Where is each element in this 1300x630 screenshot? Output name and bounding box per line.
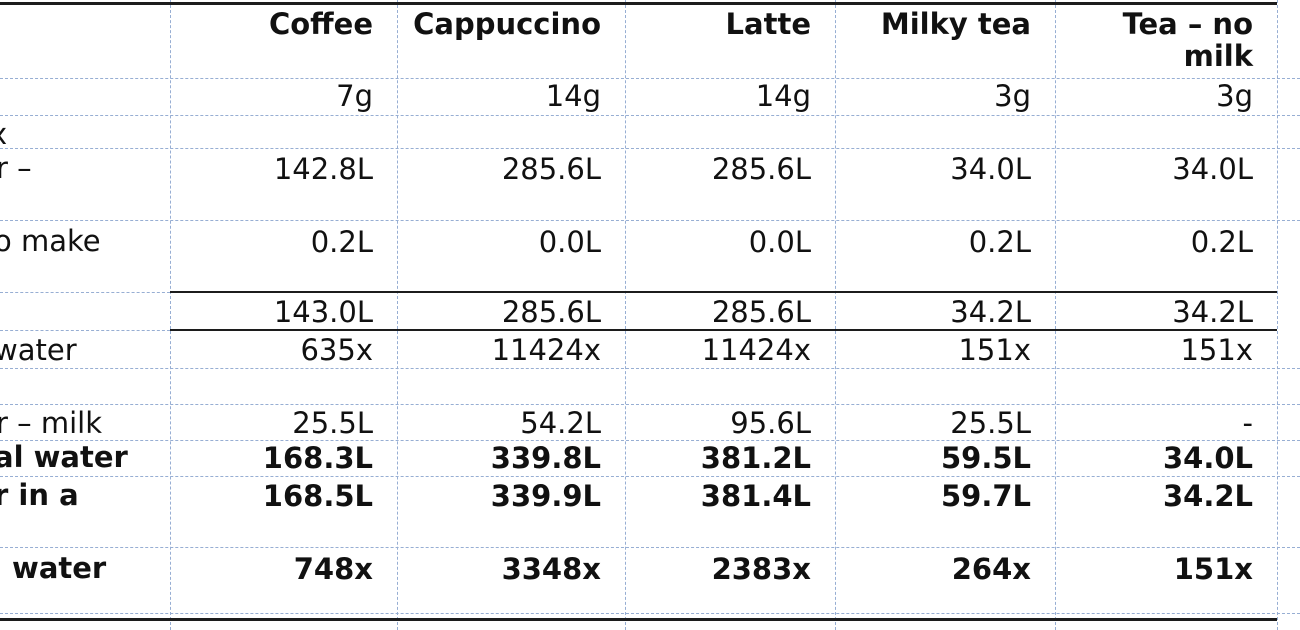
column-header-milky-tea[interactable]: Milky tea bbox=[880, 7, 1031, 41]
cell[interactable]: 54.2L bbox=[520, 406, 601, 440]
table-bottom-border bbox=[0, 618, 1277, 621]
gridline-horizontal bbox=[0, 148, 1300, 149]
row-label[interactable]: r in a bbox=[0, 478, 79, 512]
row-label[interactable]: l water bbox=[0, 551, 107, 585]
row-label[interactable]: al water bbox=[0, 440, 128, 474]
cell[interactable]: 339.8L bbox=[490, 441, 601, 475]
total-row-border-top bbox=[170, 291, 1277, 293]
cell[interactable]: 25.5L bbox=[292, 406, 373, 440]
cell[interactable]: 34.2L bbox=[950, 295, 1031, 329]
gridline-horizontal bbox=[0, 476, 1300, 477]
cell[interactable]: 34.0L bbox=[950, 152, 1031, 186]
gridline-vertical bbox=[397, 0, 398, 630]
cell[interactable]: 381.2L bbox=[700, 441, 811, 475]
gridline-horizontal bbox=[0, 292, 170, 293]
cell[interactable]: 25.5L bbox=[950, 406, 1031, 440]
row-label[interactable]: r – bbox=[0, 151, 32, 185]
cell[interactable]: 3g bbox=[994, 79, 1031, 113]
cell[interactable]: 0.2L bbox=[310, 225, 373, 259]
cell[interactable]: 34.0L bbox=[1162, 441, 1253, 475]
cell[interactable]: 285.6L bbox=[501, 295, 601, 329]
cell[interactable]: 14g bbox=[545, 79, 601, 113]
column-header-tea-no-milk[interactable]: Tea – no milk bbox=[1122, 7, 1253, 74]
row-label[interactable]: x bbox=[0, 117, 7, 151]
cell[interactable]: 11424x bbox=[491, 333, 601, 367]
gridline-horizontal bbox=[0, 404, 1300, 405]
column-header-latte[interactable]: Latte bbox=[725, 7, 811, 41]
cell[interactable]: 151x bbox=[1173, 552, 1253, 586]
cell[interactable]: 59.5L bbox=[940, 441, 1031, 475]
cell[interactable]: 0.2L bbox=[968, 225, 1031, 259]
gridline-horizontal bbox=[0, 115, 1300, 116]
cell[interactable]: 264x bbox=[951, 552, 1031, 586]
column-header-coffee[interactable]: Coffee bbox=[268, 7, 373, 41]
cell[interactable]: 151x bbox=[958, 333, 1031, 367]
gridline-vertical bbox=[625, 0, 626, 630]
gridline-horizontal bbox=[0, 368, 1300, 369]
cell[interactable]: 285.6L bbox=[501, 152, 601, 186]
cell[interactable]: 7g bbox=[336, 79, 373, 113]
cell[interactable]: 34.2L bbox=[1172, 295, 1253, 329]
cell[interactable]: 0.2L bbox=[1190, 225, 1253, 259]
cell[interactable]: 381.4L bbox=[700, 479, 811, 513]
gridline-vertical bbox=[170, 0, 171, 630]
cell[interactable]: 95.6L bbox=[730, 406, 811, 440]
cell[interactable]: 285.6L bbox=[711, 295, 811, 329]
gridline-horizontal bbox=[0, 440, 1300, 441]
cell[interactable]: 2383x bbox=[711, 552, 811, 586]
cell[interactable]: 0.0L bbox=[538, 225, 601, 259]
cell[interactable]: 143.0L bbox=[273, 295, 373, 329]
cell[interactable]: 142.8L bbox=[273, 152, 373, 186]
cell[interactable]: 14g bbox=[755, 79, 811, 113]
cell[interactable]: 3348x bbox=[501, 552, 601, 586]
row-label[interactable]: o make bbox=[0, 224, 101, 258]
cell[interactable]: 151x bbox=[1180, 333, 1253, 367]
cell[interactable]: 285.6L bbox=[711, 152, 811, 186]
total-row-border-bottom bbox=[170, 329, 1277, 331]
cell[interactable]: 168.5L bbox=[262, 479, 373, 513]
cell[interactable]: 3g bbox=[1216, 79, 1253, 113]
gridline-horizontal bbox=[0, 220, 1300, 221]
row-label[interactable]: r – milk bbox=[0, 406, 103, 440]
cell[interactable]: 59.7L bbox=[940, 479, 1031, 513]
cell[interactable]: 635x bbox=[300, 333, 373, 367]
cell[interactable]: 34.2L bbox=[1162, 479, 1253, 513]
row-label[interactable]: water bbox=[0, 333, 77, 367]
column-header-cappuccino[interactable]: Cappuccino bbox=[413, 7, 601, 41]
cell[interactable]: 339.9L bbox=[490, 479, 601, 513]
cell[interactable]: 748x bbox=[293, 552, 373, 586]
cell[interactable]: 168.3L bbox=[262, 441, 373, 475]
gridline-horizontal bbox=[0, 78, 1300, 79]
gridline-horizontal bbox=[0, 613, 1300, 614]
gridline-vertical bbox=[1055, 0, 1056, 630]
cell[interactable]: 34.0L bbox=[1172, 152, 1253, 186]
cell[interactable]: 11424x bbox=[701, 333, 811, 367]
gridline-vertical bbox=[835, 0, 836, 630]
gridline-horizontal bbox=[0, 547, 1300, 548]
cell[interactable]: 0.0L bbox=[748, 225, 811, 259]
gridline-vertical bbox=[1277, 0, 1278, 630]
gridline-horizontal bbox=[0, 330, 170, 331]
cell[interactable]: - bbox=[1242, 406, 1253, 440]
table-top-border bbox=[0, 2, 1277, 5]
